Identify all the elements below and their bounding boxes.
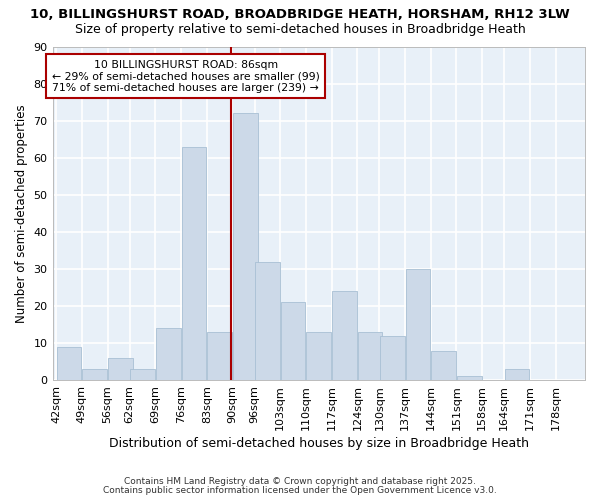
Y-axis label: Number of semi-detached properties: Number of semi-detached properties bbox=[15, 104, 28, 322]
Bar bbox=[130, 369, 155, 380]
Bar bbox=[182, 146, 206, 380]
Bar bbox=[82, 369, 107, 380]
Bar bbox=[431, 350, 456, 380]
Bar bbox=[406, 269, 430, 380]
Bar bbox=[332, 291, 357, 380]
Bar bbox=[505, 369, 529, 380]
Text: Contains HM Land Registry data © Crown copyright and database right 2025.: Contains HM Land Registry data © Crown c… bbox=[124, 477, 476, 486]
Bar bbox=[156, 328, 181, 380]
Bar bbox=[380, 336, 404, 380]
X-axis label: Distribution of semi-detached houses by size in Broadbridge Heath: Distribution of semi-detached houses by … bbox=[109, 437, 529, 450]
Bar bbox=[57, 347, 82, 380]
Bar bbox=[255, 262, 280, 380]
Bar bbox=[358, 332, 382, 380]
Bar bbox=[281, 302, 305, 380]
Bar bbox=[457, 376, 482, 380]
Bar bbox=[307, 332, 331, 380]
Text: 10, BILLINGSHURST ROAD, BROADBRIDGE HEATH, HORSHAM, RH12 3LW: 10, BILLINGSHURST ROAD, BROADBRIDGE HEAT… bbox=[30, 8, 570, 20]
Text: Contains public sector information licensed under the Open Government Licence v3: Contains public sector information licen… bbox=[103, 486, 497, 495]
Text: Size of property relative to semi-detached houses in Broadbridge Heath: Size of property relative to semi-detach… bbox=[74, 22, 526, 36]
Bar bbox=[108, 358, 133, 380]
Text: 10 BILLINGSHURST ROAD: 86sqm
← 29% of semi-detached houses are smaller (99)
71% : 10 BILLINGSHURST ROAD: 86sqm ← 29% of se… bbox=[52, 60, 320, 93]
Bar bbox=[208, 332, 232, 380]
Bar bbox=[233, 113, 257, 380]
